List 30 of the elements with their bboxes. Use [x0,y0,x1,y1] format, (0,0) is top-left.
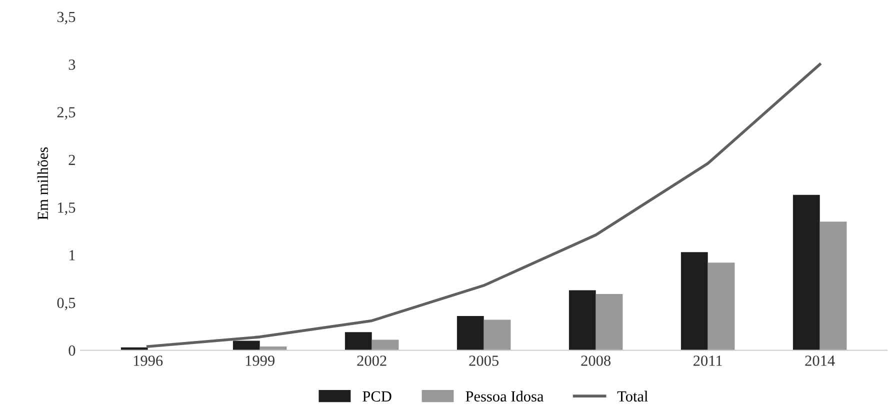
y-tick-label: 0,5 [57,298,76,310]
y-tick-label: 1,5 [58,202,76,215]
legend-label: Total [617,390,648,402]
bar [820,222,847,350]
bar [232,340,260,350]
bar [484,320,511,350]
bar [568,290,596,350]
bar [680,252,708,350]
y-tick-label: 2 [68,154,75,165]
y-tick-label: 0 [68,345,76,356]
bar [708,262,735,350]
x-tick-label: 1996 [134,356,163,366]
legend-label: PCD [362,391,392,402]
bar [596,294,623,350]
y-tick-label: 3,5 [57,12,76,24]
y-tick-label: 3 [68,60,76,70]
y-tick-label: 1 [69,250,75,260]
bar [456,316,484,350]
x-tick-label: 2002 [357,356,386,366]
x-tick-label: 2008 [581,356,611,366]
legend-label: Pessoa Idosa [466,390,544,402]
bar [792,194,820,350]
x-tick-label: 2005 [469,356,499,366]
y-axis-title: Em milhões [37,147,48,220]
bar [344,332,372,350]
y-tick-label: 2,5 [57,107,76,120]
x-tick-label: 2014 [805,356,835,366]
line-series [146,62,822,348]
x-tick-label: 2011 [694,356,722,366]
x-tick-label: 1999 [246,356,274,366]
